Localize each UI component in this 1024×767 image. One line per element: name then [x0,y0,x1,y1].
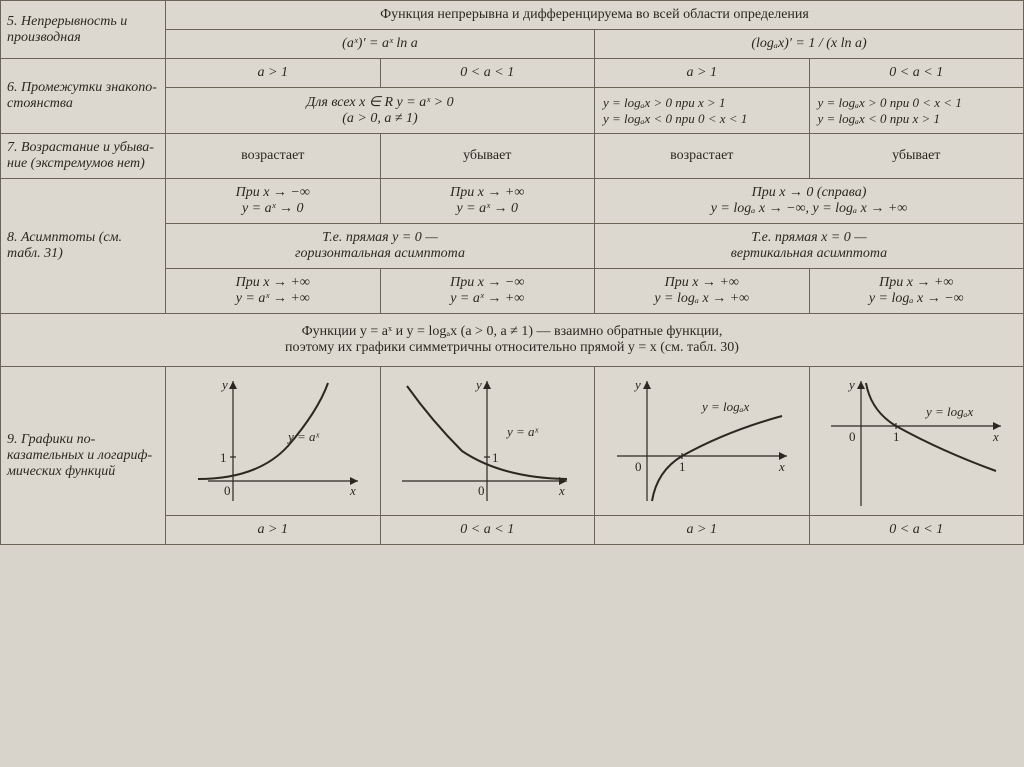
svg-text:1: 1 [220,450,227,465]
row8-c4: При x → +∞ y = logₐ x → −∞ [809,269,1024,314]
row9-cap2: 0 < a < 1 [380,516,595,545]
row7-c1: возрастает [166,134,381,179]
svg-text:0: 0 [635,459,642,474]
svg-text:1: 1 [679,459,686,474]
graph-svg-3: 1 0 y x y = logₐx [607,371,797,511]
graph-svg-4: 1 0 y x y = logₐx [821,371,1011,511]
row6-c4: y = logₐx > 0 при 0 < x < 1 y = logₐx < … [809,88,1024,134]
row5-top: Функция непрерывна и дифференцируема во … [166,1,1024,30]
row8-b12: Т.е. прямая y = 0 — горизонтальная асимп… [166,224,595,269]
row8-c3: При x → +∞ y = logₐ x → +∞ [595,269,810,314]
row9-cap1: a > 1 [166,516,381,545]
row7-label: 7. Возраста­ние и убыва­ние (экстре­мумо… [1,134,166,179]
mid-note: Функции y = aˣ и y = logₐx (a > 0, a ≠ 1… [1,314,1024,367]
svg-text:0: 0 [478,483,485,498]
graph4-eq: y = logₐx [924,404,973,419]
row9-cap3: a > 1 [595,516,810,545]
row7-c2: убывает [380,134,595,179]
row9-label: 9. Графики по­казательных и логариф­миче… [1,367,166,545]
svg-text:y: y [847,377,855,392]
properties-table: 5. Непрерыв­ность и производная Функция … [0,0,1024,545]
row6-c3: y = logₐx > 0 при x > 1 y = logₐx < 0 пр… [595,88,810,134]
row7-c3: возрастает [595,134,810,179]
row6-h4: 0 < a < 1 [809,59,1024,88]
graph-log-decay: 1 0 y x y = logₐx [809,367,1024,516]
row7-c4: убывает [809,134,1024,179]
svg-text:x: x [992,429,999,444]
row9-cap4: 0 < a < 1 [809,516,1024,545]
graph1-eq: y = aˣ [286,429,320,444]
row8-b34: Т.е. прямая x = 0 — вертикальная асимпто… [595,224,1024,269]
svg-text:0: 0 [849,429,856,444]
row8-label: 8. Асимптоты (см. табл. 31) [1,179,166,314]
graph3-eq: y = logₐx [700,399,749,414]
svg-text:x: x [558,483,565,498]
row6-h2: 0 < a < 1 [380,59,595,88]
row8-a2: При x → +∞ y = aˣ → 0 [380,179,595,224]
row8-a1: При x → −∞ y = aˣ → 0 [166,179,381,224]
svg-text:y: y [220,377,228,392]
svg-text:x: x [349,483,356,498]
svg-text:1: 1 [893,429,900,444]
row6-c1: Для всех x ∈ R y = aˣ > 0 (a > 0, a ≠ 1) [166,88,595,134]
row6-h3: a > 1 [595,59,810,88]
row8-c1: При x → +∞ y = aˣ → +∞ [166,269,381,314]
graph-exp-decay: 1 0 y x y = aˣ [380,367,595,516]
row5-label: 5. Непрерыв­ность и производная [1,1,166,59]
row5-left-formula: (aˣ)′ = aˣ ln a [166,30,595,59]
graph2-eq: y = aˣ [505,424,539,439]
svg-text:0: 0 [224,483,231,498]
svg-text:y: y [633,377,641,392]
graph-svg-2: 1 0 y x y = aˣ [392,371,582,511]
svg-text:y: y [474,377,482,392]
graph-exp-growing: 1 0 y x y = aˣ [166,367,381,516]
row5-right-formula: (logₐx)′ = 1 / (x ln a) [595,30,1024,59]
svg-text:1: 1 [492,450,499,465]
graph-svg-1: 1 0 y x y = aˣ [178,371,368,511]
row8-c2: При x → −∞ y = aˣ → +∞ [380,269,595,314]
svg-text:x: x [778,459,785,474]
row6-label: 6. Промежут­ки знакопо­стоянства [1,59,166,134]
graph-log-growing: 1 0 y x y = logₐx [595,367,810,516]
row6-h1: a > 1 [166,59,381,88]
row8-a34: При x → 0 (справа) y = logₐ x → −∞, y = … [595,179,1024,224]
